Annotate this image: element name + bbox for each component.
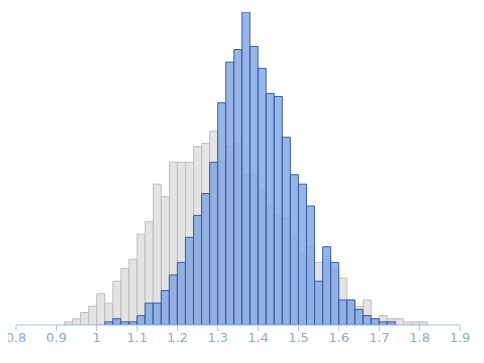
svg-text:0.8: 0.8 bbox=[8, 330, 26, 345]
svg-text:1.2: 1.2 bbox=[167, 330, 188, 345]
svg-text:1.6: 1.6 bbox=[329, 330, 350, 345]
svg-text:1.1: 1.1 bbox=[127, 330, 148, 345]
svg-text:1.4: 1.4 bbox=[248, 330, 269, 345]
svg-text:1.3: 1.3 bbox=[207, 330, 228, 345]
svg-text:1.5: 1.5 bbox=[288, 330, 309, 345]
svg-text:1.8: 1.8 bbox=[409, 330, 430, 345]
svg-text:0.9: 0.9 bbox=[46, 330, 67, 345]
svg-text:1.9: 1.9 bbox=[450, 330, 471, 345]
svg-text:1: 1 bbox=[93, 330, 101, 345]
svg-text:1.7: 1.7 bbox=[369, 330, 390, 345]
